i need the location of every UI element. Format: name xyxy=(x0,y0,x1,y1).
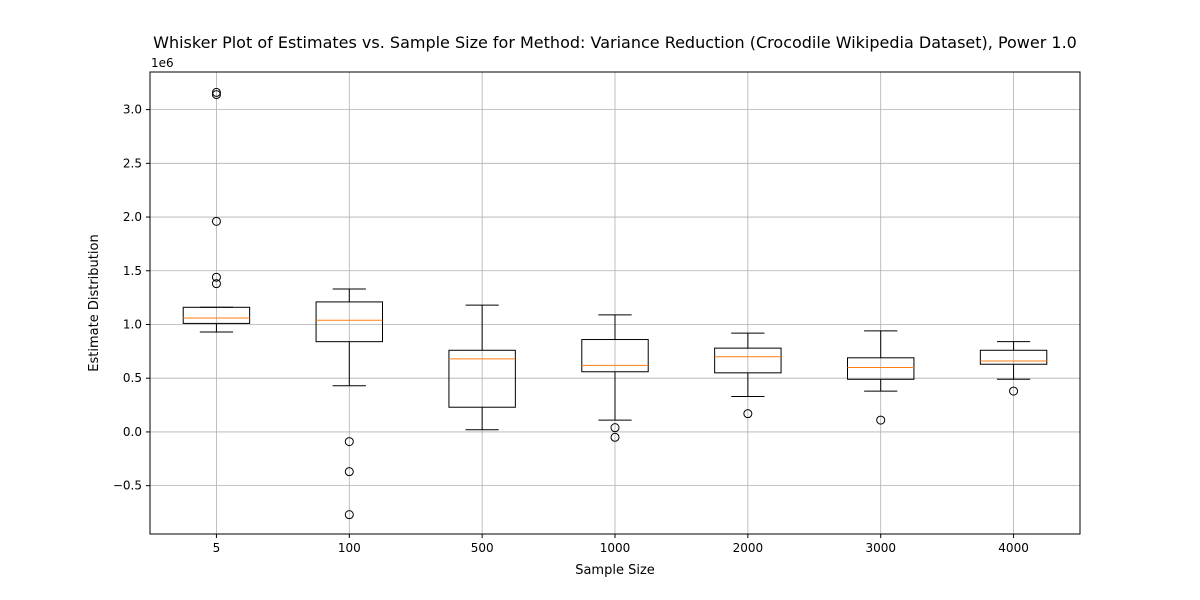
outlier-point xyxy=(211,216,221,226)
x-tick-label: 2000 xyxy=(733,541,764,555)
outlier-point xyxy=(743,409,753,419)
y-tick-label: 2.0 xyxy=(123,210,142,224)
outlier-point xyxy=(211,279,221,289)
x-tick-label: 5 xyxy=(213,541,221,555)
x-tick-label: 1000 xyxy=(600,541,631,555)
y-tick-label: 0.0 xyxy=(123,425,142,439)
box-iqr xyxy=(182,306,251,324)
outlier-point xyxy=(211,87,221,97)
box-group-4000 xyxy=(979,341,1048,396)
outlier-point xyxy=(211,272,221,282)
outlier-point xyxy=(876,415,886,425)
box-group-2000 xyxy=(714,332,782,419)
chart-title: Whisker Plot of Estimates vs. Sample Siz… xyxy=(153,33,1077,52)
y-tick-label: 3.0 xyxy=(123,103,142,117)
y-scale-label: 1e6 xyxy=(151,56,174,70)
box-iqr xyxy=(315,301,384,343)
outlier-point xyxy=(610,423,620,433)
outlier-point xyxy=(211,90,221,100)
x-tick-label: 100 xyxy=(338,541,361,555)
outlier-point xyxy=(1009,386,1019,396)
marks-layer xyxy=(182,87,1048,520)
grid-layer xyxy=(150,72,1080,534)
box-iqr xyxy=(979,349,1048,365)
box-group-500 xyxy=(448,304,516,431)
box-iqr xyxy=(847,357,915,380)
x-tick-label: 500 xyxy=(471,541,494,555)
box-iqr xyxy=(448,349,516,408)
y-axis-label: Estimate Distribution xyxy=(87,234,102,371)
y-tick-label: 2.5 xyxy=(123,156,142,170)
outlier-point xyxy=(610,432,620,442)
axes-layer: −0.5 0.0 0.5 1.0 1.5 2.0 2.5 3.0 5 100 500 1000 2000… xyxy=(113,71,1081,555)
x-tick-label: 3000 xyxy=(865,541,896,555)
outlier-point xyxy=(344,510,354,520)
box-group-3000 xyxy=(847,330,915,425)
y-tick-label: −0.5 xyxy=(113,479,142,493)
y-tick-label: 1.5 xyxy=(123,264,142,278)
outlier-point xyxy=(344,467,354,477)
x-tick-label: 4000 xyxy=(998,541,1029,555)
y-tick-label: 1.0 xyxy=(123,317,142,331)
x-axis-label: Sample Size xyxy=(575,563,655,578)
box-iqr xyxy=(581,339,649,373)
box-group-5 xyxy=(182,87,251,333)
outlier-point xyxy=(344,437,354,447)
y-tick-label: 0.5 xyxy=(123,371,142,385)
box-iqr xyxy=(714,347,782,374)
box-group-100 xyxy=(315,288,384,520)
box-group-1000 xyxy=(581,314,649,442)
